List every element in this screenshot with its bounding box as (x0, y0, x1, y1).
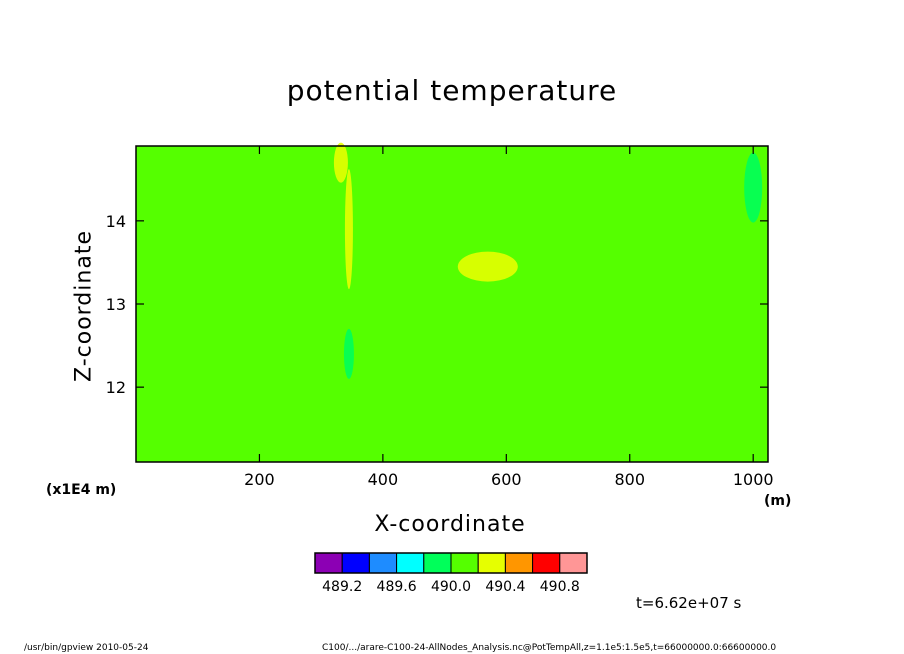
contour-feature (744, 152, 763, 223)
chart-title: potential temperature (286, 74, 618, 107)
axis-ticks: 200 400 600 800 1000 12 13 14 (106, 146, 774, 489)
y-axis-unit: (x1E4 m) (46, 482, 117, 498)
colorbar-label: 490.4 (485, 579, 525, 595)
contour-feature (333, 142, 348, 183)
colorbar-swatch (477, 552, 506, 574)
colorbar-swatch (314, 552, 343, 574)
y-axis-label: Z-coordinate (71, 230, 97, 382)
x-tick-label: 600 (491, 470, 522, 489)
x-tick-label: 800 (614, 470, 645, 489)
contour-feature (344, 169, 353, 290)
colorbar: 489.2 489.6 490.0 490.4 490.8 (314, 552, 588, 595)
colorbar-label: 489.2 (322, 579, 362, 595)
footer-program: /usr/bin/gpview 2010-05-24 (24, 643, 149, 653)
contour-feature (343, 328, 354, 379)
contour-field (136, 142, 768, 462)
footer-source: C100/.../arare-C100-24-AllNodes_Analysis… (322, 643, 777, 653)
x-tick-label: 1000 (733, 470, 774, 489)
colorbar-label: 490.8 (540, 579, 580, 595)
colorbar-swatch (504, 552, 534, 574)
colorbar-swatch (368, 552, 398, 574)
colorbar-swatch (341, 552, 370, 574)
x-tick-label: 200 (244, 470, 275, 489)
colorbar-swatch (423, 552, 452, 574)
x-axis-unit: (m) (764, 493, 792, 509)
y-tick-label: 13 (106, 295, 126, 314)
colorbar-frame (314, 552, 588, 574)
field-background (136, 146, 768, 462)
x-axis-label: X-coordinate (374, 512, 526, 537)
colorbar-label: 489.6 (377, 579, 417, 595)
y-tick-label: 12 (106, 378, 126, 397)
y-tick-label: 14 (106, 212, 126, 231)
colorbar-swatch (396, 552, 425, 574)
colorbar-swatch (450, 552, 479, 574)
time-label: t=6.62e+07 s (636, 594, 742, 612)
colorbar-swatch (532, 552, 561, 574)
x-tick-label: 400 (368, 470, 399, 489)
contour-feature (457, 251, 518, 282)
colorbar-label: 490.0 (431, 579, 471, 595)
colorbar-swatch (559, 552, 588, 574)
